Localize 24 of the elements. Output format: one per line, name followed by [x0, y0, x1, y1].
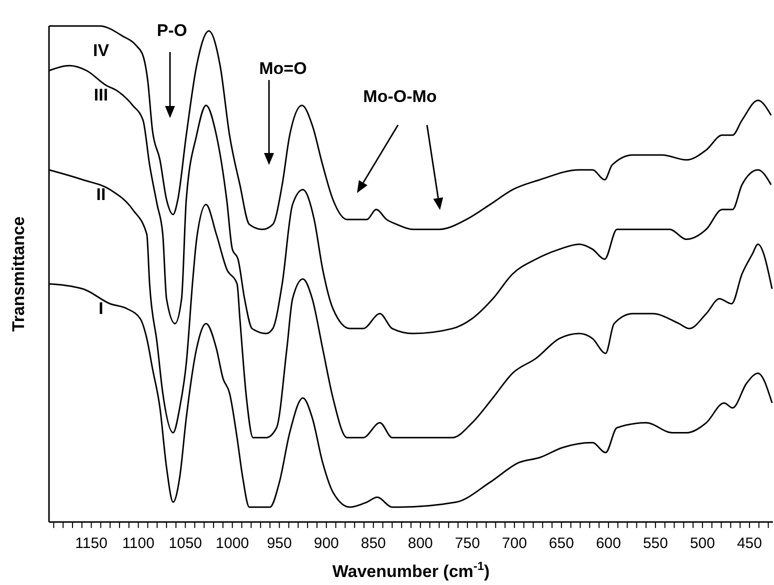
series-label: II	[96, 184, 106, 204]
x-tick-label: 1050	[168, 535, 202, 552]
x-tick-label: 700	[502, 535, 527, 552]
x-tick-label: 450	[736, 535, 762, 552]
annotation: P-O	[156, 21, 188, 40]
y-axis-title: Transmittance	[9, 216, 28, 332]
series-label: III	[94, 86, 108, 105]
x-tick-label: 750	[454, 535, 480, 552]
x-tick-label: 900	[314, 535, 339, 552]
x-tick-label: 800	[408, 535, 433, 552]
x-tick-label: 1000	[216, 535, 250, 552]
x-tick-label: 550	[642, 535, 668, 552]
x-tick-label: 500	[690, 535, 715, 552]
x-tick-label: 650	[548, 535, 574, 552]
x-tick-label: 1100	[122, 535, 154, 552]
x-tick-label: 850	[360, 535, 386, 552]
x-tick-label: 950	[266, 535, 292, 552]
x-axis-title: Wavenumber (cm$^{-1}$)	[332, 559, 490, 581]
x-tick-label: 600	[596, 535, 621, 552]
annotation: Mo-O-Mo	[363, 87, 437, 106]
annotation: Mo=O	[259, 59, 307, 78]
series-label: IV	[92, 41, 110, 60]
series-label: I	[98, 298, 104, 318]
x-tick-label: 1150	[75, 535, 108, 552]
